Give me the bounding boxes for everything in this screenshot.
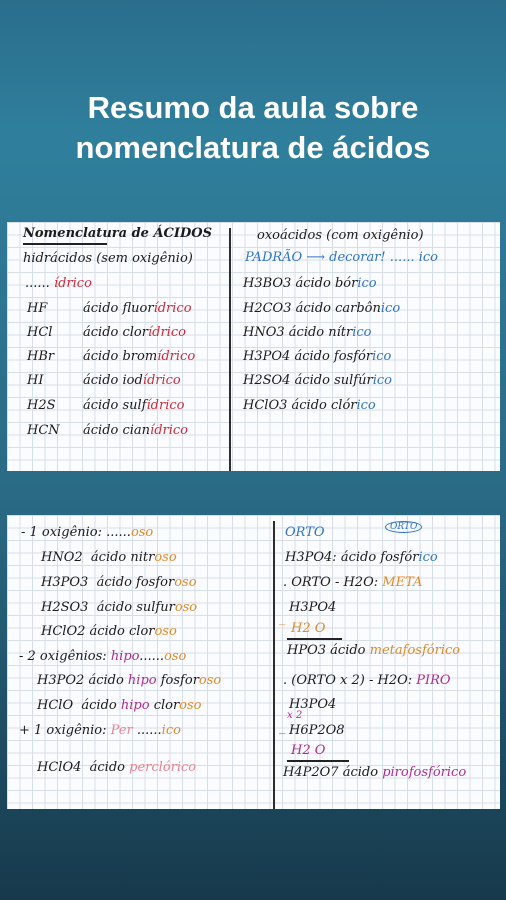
rule-dots: ...... [25, 276, 50, 291]
table-row: H3BO3 ácido bórico [243, 276, 377, 291]
padrao-text: decorar! [329, 250, 386, 265]
column-divider [273, 521, 275, 809]
table-row: HClO2 ácido cloroso [41, 624, 177, 639]
table-row: ácido cianídrico [83, 423, 189, 438]
table-row: HF [27, 301, 48, 316]
piro-rule: . (ORTO x 2) - H2O: PIRO [283, 673, 451, 688]
table-row: HClO ácido hipo cloroso [37, 698, 202, 713]
table-row: ácido fluorídrico [83, 301, 192, 316]
padrao-rule: PADRÃO ⟶ decorar! ...... ico [245, 250, 438, 265]
rule-2-oxigenios-less: - 2 oxigênios: hipo......oso [19, 649, 187, 664]
hidracidos-heading: hidrácidos (sem oxigênio) [23, 251, 193, 266]
orto-tag: ORTO [385, 521, 423, 533]
minus-sign: _ [279, 720, 286, 735]
table-row: HPO3 ácido metafosfórico [287, 643, 461, 658]
table-row: HNO3 ácido nítrico [243, 325, 372, 340]
table-row: HClO4 ácido perclórico [37, 760, 197, 775]
table-row: H3PO4: ácido fosfórico [285, 550, 438, 565]
sheet1-heading: Nomenclatura de ÁCIDOS [23, 226, 212, 241]
table-row: H3PO2 ácido hipo fosforoso [37, 673, 222, 688]
title-line-2: nomenclatura de ácidos [75, 130, 431, 165]
column-divider [229, 228, 231, 471]
page-title: Resumo da aula sobre nomenclatura de áci… [0, 88, 506, 168]
table-row: H4P2O7 ácido pirofosfórico [283, 765, 467, 780]
table-row: HNO2 ácido nitroso [41, 550, 177, 565]
table-row: H2CO3 ácido carbônico [243, 301, 401, 316]
rule-1-oxigenio-less: - 1 oxigênio: ......oso [21, 525, 154, 540]
hidracidos-rule: ...... ídrico [25, 276, 92, 291]
arrow-icon: ⟶ [306, 250, 325, 265]
table-row: H3PO3 ácido fosforoso [41, 575, 197, 590]
table-row: H2S [27, 398, 56, 413]
meta-rule: . ORTO - H2O: META [283, 575, 423, 590]
title-line-1: Resumo da aula sobre [87, 90, 419, 125]
rule-suffix: ídrico [53, 276, 92, 291]
meta-calc-b: H2 O [291, 621, 326, 636]
table-row: ácido clorídrico [83, 325, 186, 340]
table-row: HCN [27, 423, 60, 438]
notes-sheet-2: - 1 oxigênio: ......oso HNO2 ácido nitro… [7, 515, 500, 809]
padrao-suffix: ico [418, 250, 438, 265]
orto-label: ORTO [285, 525, 325, 540]
piro-calc-c: H2 O [291, 743, 326, 758]
heading-underline [23, 243, 107, 245]
table-row: H2SO3 ácido sulfuroso [41, 600, 198, 615]
rule-1-oxigenio-more: + 1 oxigênio: Per ......ico [19, 723, 181, 738]
table-row: HBr [27, 349, 55, 364]
piro-calc-a: H3PO4 [289, 697, 337, 712]
oxoacidos-heading: oxoácidos (com oxigênio) [257, 228, 424, 243]
calc-line [287, 760, 349, 762]
piro-calc-b: H6P2O8 [289, 723, 345, 738]
table-row: HI [27, 373, 44, 388]
table-row: H3PO4 ácido fosfórico [243, 349, 392, 364]
notes-sheet-1: Nomenclatura de ÁCIDOS hidrácidos (sem o… [7, 222, 500, 471]
meta-calc-a: H3PO4 [289, 600, 337, 615]
table-row: ácido iodídrico [83, 373, 181, 388]
table-row: HClO3 ácido clórico [243, 398, 376, 413]
table-row: ácido bromídrico [83, 349, 196, 364]
calc-line [287, 638, 342, 640]
table-row: H2SO4 ácido sulfúrico [243, 373, 392, 388]
table-row: ácido sulfídrico [83, 398, 185, 413]
minus-sign: _ [279, 611, 286, 626]
padrao-label: PADRÃO [245, 250, 303, 265]
table-row: HCl [27, 325, 53, 340]
times-two: x 2 [287, 710, 303, 721]
